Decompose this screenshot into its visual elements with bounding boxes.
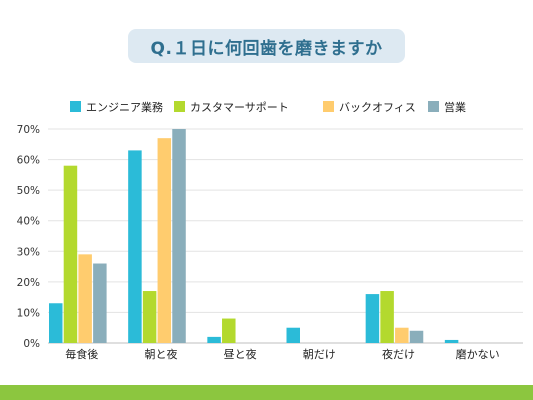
y-tick-label: 60% [17,155,40,167]
legend-label: バックオフィス [339,101,416,114]
legend-swatch [174,101,185,112]
chart-title: Q.１日に何回歯を磨きますか [128,29,405,63]
x-tick-label: 朝だけ [303,348,336,361]
bar [49,303,63,343]
bar [395,327,409,343]
bar [157,138,172,343]
y-tick-label: 30% [17,246,40,258]
bar [142,291,157,343]
x-tick-label: 朝と夜 [144,347,177,361]
y-tick-label: 70% [17,124,40,136]
bar [365,294,380,343]
y-tick-label: 20% [17,277,40,289]
legend-swatch [323,101,334,112]
legend-label: 営業 [444,100,466,114]
bar [128,150,142,343]
x-tick-label: 昼と夜 [224,347,257,361]
legend-swatch [428,101,439,112]
bar [409,330,424,343]
bar [63,165,78,343]
bar [172,129,186,343]
y-tick-label: 40% [17,216,40,228]
bar [78,254,92,343]
y-tick-label: 50% [17,185,40,197]
bar [380,291,394,343]
y-tick-label: 10% [17,307,40,319]
legend-label: エンジニア業務 [86,100,163,114]
footer-accent-bar [0,385,533,400]
y-tick-label: 0% [23,338,40,350]
legend-swatch [70,101,81,112]
bar [444,339,459,343]
bar [93,263,107,343]
legend-label: カスタマーサポート [190,101,289,114]
bar [286,327,300,343]
x-tick-label: 夜だけ [382,347,415,361]
x-tick-label: 毎食後 [65,347,98,361]
bar [207,336,221,343]
x-tick-label: 磨かない [456,348,500,361]
chart-title-text: Q.１日に何回歯を磨きますか [150,38,383,59]
bar [222,318,236,343]
